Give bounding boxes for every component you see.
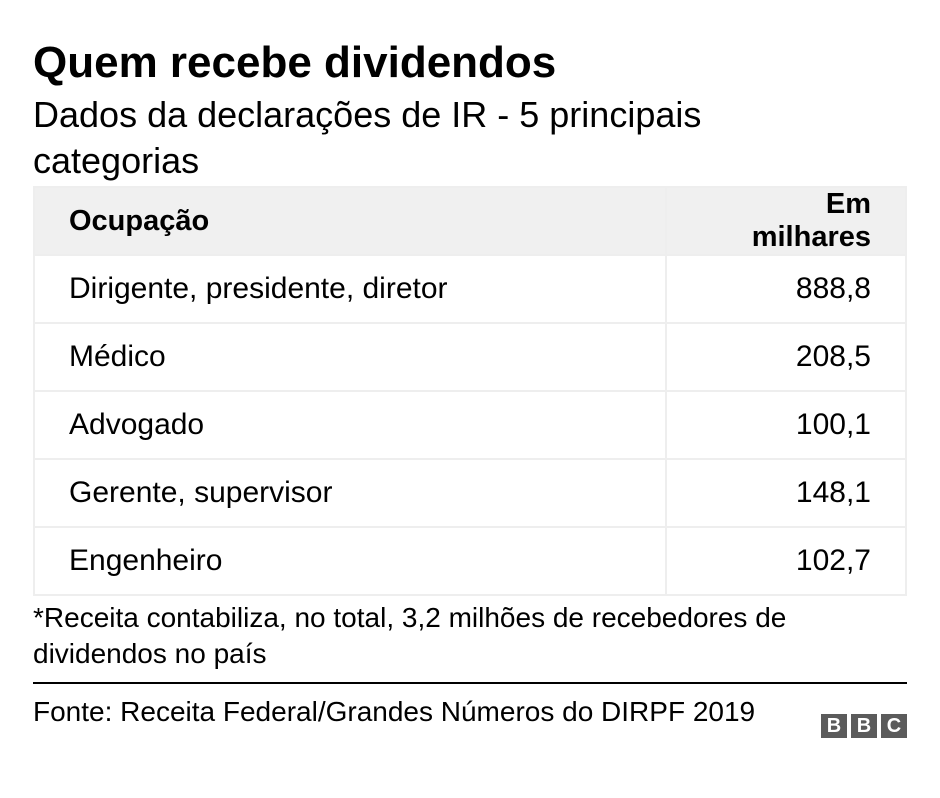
table-row: Advogado 100,1 [33, 390, 907, 460]
occupation-cell: Engenheiro [33, 526, 667, 596]
source-row: Fonte: Receita Federal/Grandes Números d… [33, 694, 907, 766]
data-table: Ocupação Em milhares Dirigente, presiden… [33, 186, 907, 596]
occupation-cell: Médico [33, 322, 667, 392]
bbc-logo-letter: C [881, 714, 907, 738]
value-cell: 148,1 [665, 458, 907, 528]
value-cell: 100,1 [665, 390, 907, 460]
column-header-occupation: Ocupação [33, 186, 667, 256]
chart-title: Quem recebe dividendos [33, 38, 557, 87]
bbc-logo-letter: B [821, 714, 847, 738]
occupation-cell: Dirigente, presidente, diretor [33, 254, 667, 324]
table-header-row: Ocupação Em milhares [33, 186, 907, 256]
footnote: *Receita contabiliza, no total, 3,2 milh… [33, 602, 787, 669]
table-row: Engenheiro 102,7 [33, 526, 907, 596]
occupation-cell: Advogado [33, 390, 667, 460]
chart-subtitle: Dados da declarações de IR - 5 principai… [33, 94, 702, 181]
value-cell: 888,8 [665, 254, 907, 324]
table-row: Dirigente, presidente, diretor 888,8 [33, 254, 907, 324]
value-cell: 102,7 [665, 526, 907, 596]
table-row: Médico 208,5 [33, 322, 907, 392]
bbc-logo-letter: B [851, 714, 877, 738]
occupation-cell: Gerente, supervisor [33, 458, 667, 528]
bbc-logo: B B C [821, 714, 907, 738]
column-header-value: Em milhares [665, 186, 907, 256]
value-cell: 208,5 [665, 322, 907, 392]
table-row: Gerente, supervisor 148,1 [33, 458, 907, 528]
chart-container: Quem recebe dividendos Dados da declaraç… [33, 0, 907, 766]
divider [33, 682, 907, 684]
source-text: Fonte: Receita Federal/Grandes Números d… [33, 696, 756, 727]
